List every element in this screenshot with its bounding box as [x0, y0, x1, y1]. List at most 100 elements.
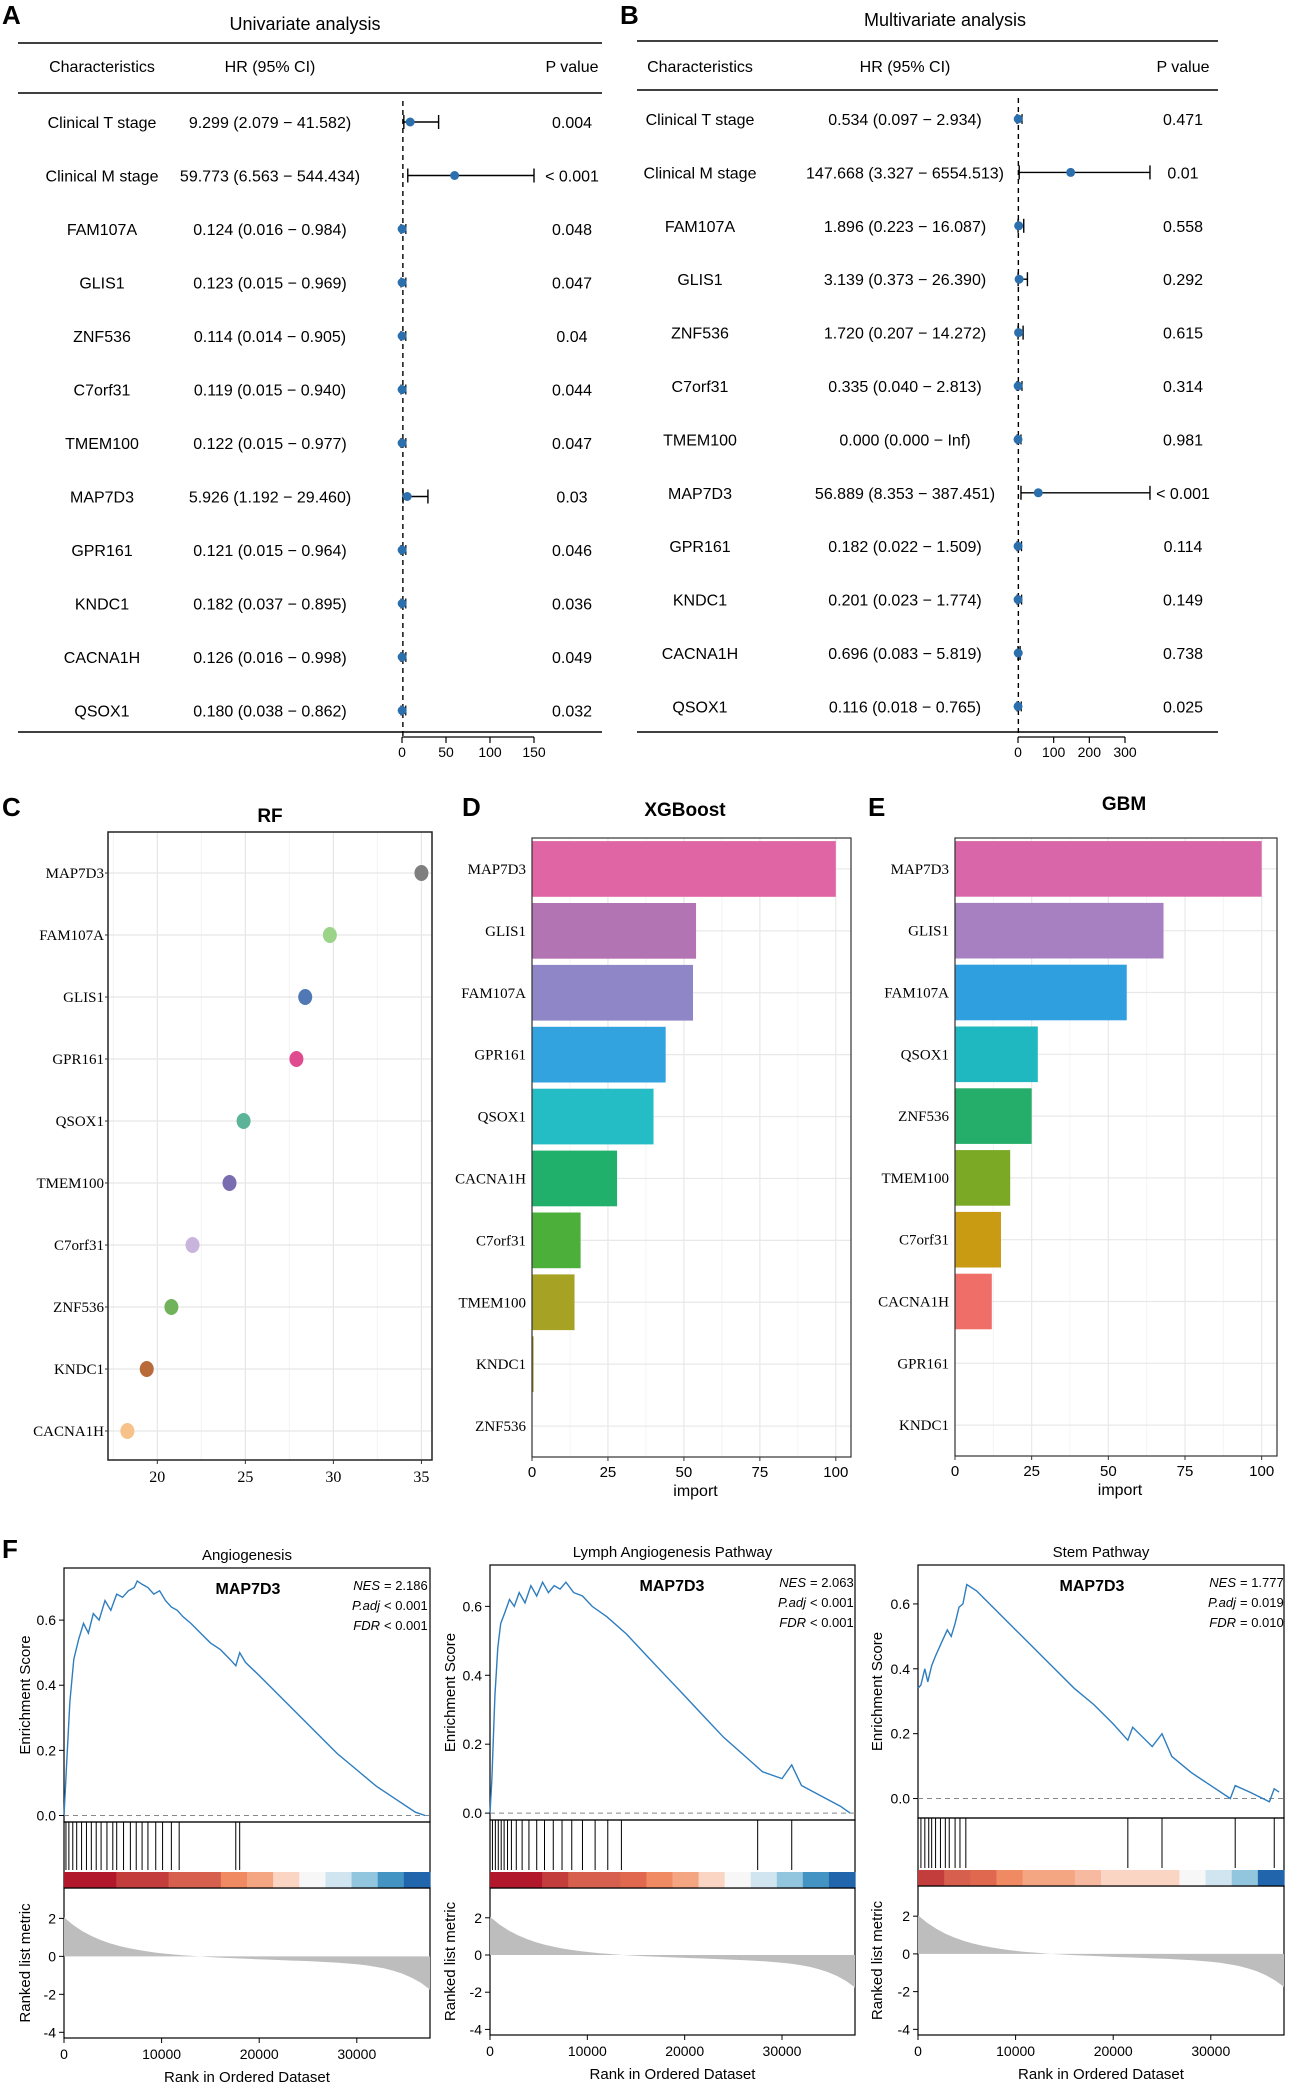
category-label: ZNF536 [898, 1109, 949, 1125]
gbm-title: GBM [1102, 794, 1146, 815]
panel-letter-e: E [868, 792, 885, 822]
gsea-title: Stem Pathway [1053, 1544, 1150, 1561]
category-label: MAP7D3 [891, 862, 949, 878]
metric-y-tick-label: 2 [48, 1910, 56, 1926]
row-name: CACNA1H [64, 650, 140, 667]
row-p-value: 0.046 [552, 543, 592, 560]
ranked-metric-area [918, 1915, 1284, 1987]
heat-segment [750, 1872, 778, 1888]
multivariate-title: Multivariate analysis [864, 10, 1026, 30]
rf-point [322, 927, 337, 943]
category-label: GLIS1 [485, 924, 526, 940]
metric-y-tick-label: 0 [474, 1947, 482, 1963]
y-tick-label: 0.0 [891, 1791, 911, 1807]
heat-segment [325, 1872, 353, 1888]
x-tick-label: 0 [1014, 744, 1022, 760]
hr-point [1013, 595, 1023, 605]
xgboost-bar-chart: MAP7D3 GLIS1 FAM107A GPR161 QSOX1 CACNA1H C7or… [455, 837, 852, 1500]
row-p-value: 0.471 [1163, 112, 1203, 129]
heat-segment [490, 1872, 517, 1888]
x-tick-label: 0 [486, 2043, 494, 2059]
heat-segment [299, 1872, 326, 1888]
category-label: KNDC1 [899, 1418, 949, 1434]
gene-label: MAP7D3 [1060, 1578, 1125, 1595]
bar [955, 1026, 1038, 1083]
hr-point [1066, 167, 1076, 177]
row-name: FAM107A [665, 219, 736, 236]
y-axis-title: Enrichment Score [17, 1635, 34, 1754]
row-hr: 0.534 (0.097 − 2.934) [828, 112, 981, 129]
row-hr: 56.889 (8.353 − 387.451) [815, 486, 995, 503]
x-tick-label: 0 [914, 2043, 922, 2059]
y-tick-label: 0.0 [463, 1805, 483, 1821]
metric-y-tick-label: 2 [474, 1910, 482, 1926]
category-label: ZNF536 [475, 1419, 526, 1435]
category-label: QSOX1 [478, 1110, 526, 1126]
row-name: QSOX1 [672, 699, 727, 716]
ranked-metric-area [64, 1917, 430, 1990]
metric-axis-title: Ranked list metric [869, 1900, 886, 2020]
category-label: TMEM100 [37, 1176, 105, 1192]
row-name: QSOX1 [74, 704, 129, 721]
row-p-value: < 0.001 [1156, 486, 1210, 503]
row-name: ZNF536 [73, 329, 131, 346]
y-tick-label: 0.6 [37, 1612, 57, 1628]
heat-segment [672, 1872, 700, 1888]
metric-y-tick-label: 0 [48, 1948, 56, 1964]
row-name: GLIS1 [79, 276, 124, 293]
stat-value: < 0.001 [810, 1595, 854, 1610]
row-p-value: 0.558 [1163, 219, 1203, 236]
heat-segment [142, 1872, 170, 1888]
y-tick-label: 0.2 [37, 1742, 57, 1758]
metric-axis-title: Ranked list metric [17, 1903, 34, 2023]
hr-point [397, 652, 407, 662]
xgboost-title: XGBoost [644, 800, 726, 821]
row-hr: 147.668 (3.327 − 6554.513) [806, 165, 1004, 182]
row-name: Clinical M stage [644, 165, 757, 182]
x-tick-label: 100 [823, 1464, 848, 1481]
rf-point [139, 1361, 154, 1377]
row-p-value: 0.044 [552, 383, 592, 400]
row-name: C7orf31 [672, 379, 729, 396]
row-p-value: 0.047 [552, 276, 592, 293]
rf-point [185, 1237, 200, 1253]
row-p-value: 0.047 [552, 436, 592, 453]
y-tick-label: 0.4 [891, 1661, 911, 1677]
row-name: GPR161 [669, 539, 730, 556]
rf-point [289, 1051, 304, 1067]
panel-letter-c: C [2, 792, 21, 822]
x-tick-label: 20000 [1094, 2043, 1133, 2059]
category-label: MAP7D3 [46, 866, 104, 882]
row-name: CACNA1H [662, 646, 738, 663]
stat-value: = 2.186 [384, 1578, 428, 1593]
ranked-metric-area [490, 1916, 855, 1988]
panel-letter-f: F [2, 1534, 18, 1564]
heat-segment [1101, 1870, 1128, 1886]
row-hr: 0.114 (0.014 − 0.905) [194, 329, 346, 346]
stat-value: = 2.063 [810, 1575, 854, 1590]
x-tick-label: 100 [478, 744, 502, 760]
x-tick-label: 30 [325, 1469, 341, 1486]
heat-segment [568, 1872, 595, 1888]
row-name: Clinical M stage [46, 169, 159, 186]
row-hr: 1.720 (0.207 − 14.272) [824, 326, 986, 343]
y-tick-label: 0.2 [463, 1736, 483, 1752]
gsea-title: Lymph Angiogenesis Pathway [573, 1544, 773, 1561]
category-label: C7orf31 [54, 1238, 104, 1254]
rf-dot-plot: MAP7D3 FAM107A GLIS1 GPR161 QSOX1 TMEM100 C7or… [33, 831, 433, 1486]
stat-label: NES [353, 1578, 380, 1593]
bar [532, 1088, 654, 1145]
heat-segment [351, 1872, 379, 1888]
stat-label: P.adj [352, 1598, 381, 1613]
metric-y-tick-label: -4 [898, 2021, 911, 2037]
x-tick-label: 0 [951, 1463, 959, 1480]
row-hr: 0.182 (0.022 − 1.509) [828, 539, 981, 556]
x-tick-label: 75 [1177, 1463, 1194, 1480]
x-tick-label: 150 [522, 744, 546, 760]
x-tick-label: 0 [398, 744, 406, 760]
hr-point [397, 706, 407, 715]
heat-segment [64, 1872, 91, 1888]
x-tick-label: 30000 [1191, 2043, 1230, 2059]
bar [532, 841, 836, 897]
heat-segment [776, 1872, 804, 1888]
